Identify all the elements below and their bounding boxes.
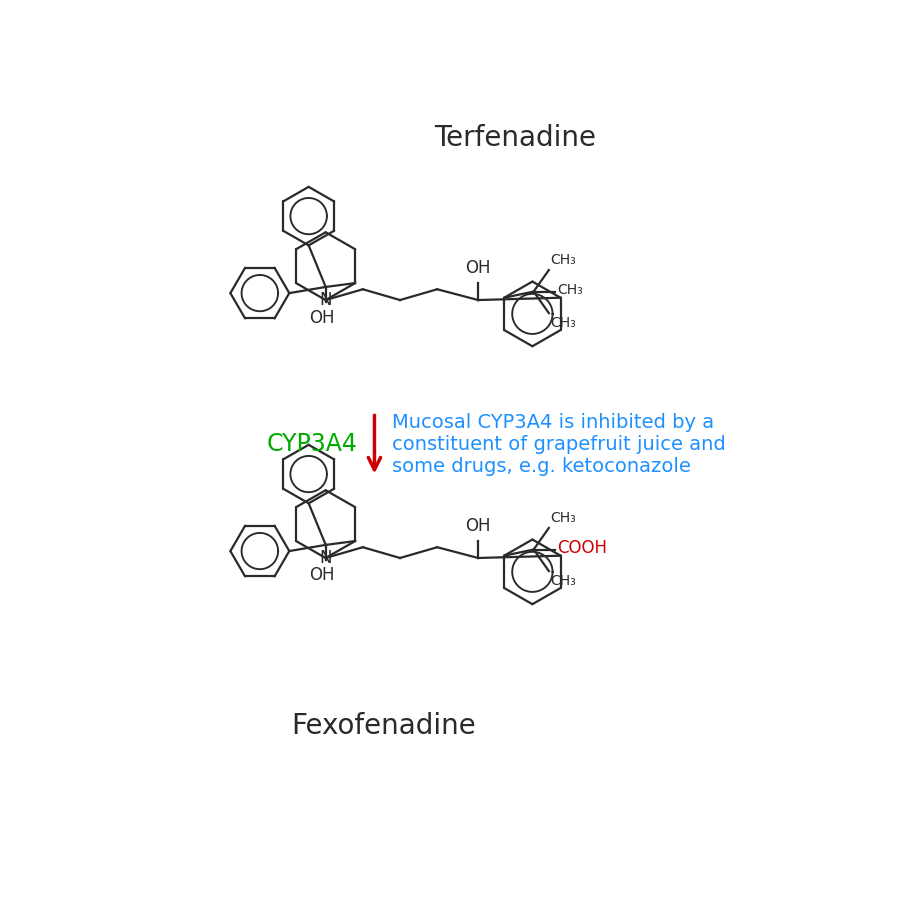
Text: CH₃: CH₃ <box>551 316 576 330</box>
Text: Terfenadine: Terfenadine <box>435 124 597 152</box>
Text: OH: OH <box>465 259 491 277</box>
Text: OH: OH <box>465 517 491 534</box>
Text: CH₃: CH₃ <box>551 574 576 588</box>
Text: Mucosal CYP3A4 is inhibited by a
constituent of grapefruit juice and
some drugs,: Mucosal CYP3A4 is inhibited by a constit… <box>392 413 725 476</box>
Text: CYP3A4: CYP3A4 <box>266 433 357 456</box>
Text: OH: OH <box>309 566 335 584</box>
Text: COOH: COOH <box>557 539 607 557</box>
Text: CH₃: CH₃ <box>557 283 582 297</box>
Text: OH: OH <box>309 308 335 326</box>
Text: CH₃: CH₃ <box>551 253 576 267</box>
Text: N: N <box>320 549 332 567</box>
Text: Fexofenadine: Fexofenadine <box>292 712 476 740</box>
Text: N: N <box>320 291 332 309</box>
Text: CH₃: CH₃ <box>551 511 576 524</box>
